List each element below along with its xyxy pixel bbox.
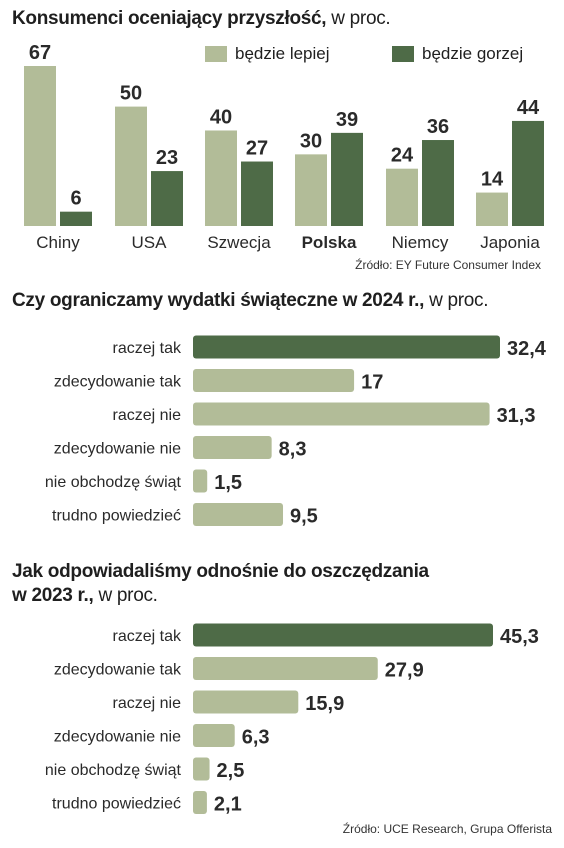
chart3-bar-raczej-nie [193,690,299,714]
bar-better-japonia [476,192,508,226]
chart3-category-zdecydowanie-nie: zdecydowanie nie [54,729,181,746]
chart3-title: Jak odpowiadaliśmy odnośnie do oszczędza… [12,560,429,608]
bar-worse-japonia [512,120,544,226]
category-label-japonia: Japonia [480,233,540,252]
legend-label-better: będzie lepiej [235,44,330,63]
category-label-polska: Polska [302,233,357,252]
chart3-value-zdecydowanie-tak: 27,9 [385,660,424,682]
chart2-bar-raczej-nie [193,402,490,426]
chart2-category-zdecydowanie-nie: zdecydowanie nie [54,441,181,458]
chart2-svg: raczej tak 32,4 zdecydowanie tak 17 raczej n… [45,335,547,528]
bar-better-niemcy [386,168,418,226]
bar-better-chiny [24,66,56,226]
chart3-bar-nie-obchodzę-świąt [193,757,210,781]
bar-better-usa [115,106,147,226]
chart2-bar-zdecydowanie-tak [193,369,355,392]
chart1-svg: 67 6 Chiny 50 23 USA 40 27 Szwecja 30 39 Polska 24 36… [24,42,544,252]
chart3-value-raczej-tak: 45,3 [500,626,539,648]
value-label-worse-japonia: 44 [517,97,540,119]
chart2-title: Czy ograniczamy wydatki świąteczne w 202… [12,290,489,312]
value-label-worse-niemcy: 36 [427,116,449,138]
chart3-title-unit: w proc. [98,585,158,606]
value-label-better-szwecja: 40 [210,106,232,128]
chart2-category-raczej-tak: raczej tak [113,340,182,357]
chart3-title-line2: w 2023 r., [12,585,94,606]
chart3-bar-trudno-powiedzieć [193,791,207,814]
bar-better-szwecja [205,130,237,226]
chart3-value-nie-obchodzę-świąt: 2,5 [217,760,245,782]
chart2-category-raczej-nie: raczej nie [113,407,182,424]
category-label-niemcy: Niemcy [392,233,449,252]
chart3-category-zdecydowanie-tak: zdecydowanie tak [54,662,182,679]
value-label-worse-szwecja: 27 [246,138,268,160]
legend-swatch-better [205,46,227,62]
value-label-better-polska: 30 [300,130,322,152]
value-label-better-japonia: 14 [481,169,504,191]
chart2-title-text: Czy ograniczamy wydatki świąteczne w 202… [12,290,425,311]
legend-swatch-worse [392,46,414,62]
chart2-bar-zdecydowanie-nie [193,436,272,459]
chart3-category-raczej-nie: raczej nie [113,695,182,712]
bar-worse-szwecja [241,161,273,226]
chart3-source: Źródło: UCE Research, Grupa Offerista [342,822,552,836]
chart3-value-trudno-powiedzieć: 2,1 [214,794,242,816]
value-label-worse-usa: 23 [156,147,178,169]
chart3-bar-zdecydowanie-tak [193,657,378,680]
chart2-value-raczej-nie: 31,3 [497,405,536,427]
category-label-chiny: Chiny [36,233,80,252]
chart1-source: Źródło: EY Future Consumer Index [355,258,541,272]
chart2-category-trudno-powiedzieć: trudno powiedzieć [52,508,181,525]
chart2-category-zdecydowanie-tak: zdecydowanie tak [54,374,182,391]
value-label-worse-chiny: 6 [70,188,81,210]
chart3-svg: raczej tak 45,3 zdecydowanie tak 27,9 raczej… [45,623,539,816]
value-label-better-usa: 50 [120,83,142,105]
legend-item-better: będzie lepiej [205,44,330,64]
chart1-title-text: Konsumenci oceniający przyszłość, [12,8,327,29]
value-label-better-chiny: 67 [29,42,51,64]
chart1-title: Konsumenci oceniający przyszłość, w proc… [12,8,391,30]
chart2-bar-nie-obchodzę-świąt [193,469,208,493]
chart2-value-zdecydowanie-tak: 17 [361,372,383,394]
category-label-szwecja: Szwecja [207,233,271,252]
bar-worse-polska [331,132,363,226]
bar-worse-niemcy [422,140,454,226]
chart2-category-nie-obchodzę-świąt: nie obchodzę świąt [45,474,182,491]
bar-worse-usa [151,171,183,226]
chart3-category-nie-obchodzę-świąt: nie obchodzę świąt [45,762,182,779]
chart3-value-zdecydowanie-nie: 6,3 [242,727,270,749]
bar-better-polska [295,154,327,226]
value-label-worse-polska: 39 [336,109,358,131]
chart3-bar-raczej-tak [193,623,493,647]
chart2-bar-trudno-powiedzieć [193,503,284,526]
category-label-usa: USA [132,233,168,252]
chart2-title-unit: w proc. [429,290,489,311]
chart2-value-nie-obchodzę-świąt: 1,5 [214,472,242,494]
chart2-value-trudno-powiedzieć: 9,5 [290,506,318,528]
chart3-title-line1: Jak odpowiadaliśmy odnośnie do oszczędza… [12,561,429,582]
chart3-bar-zdecydowanie-nie [193,724,235,747]
legend-item-worse: będzie gorzej [392,44,523,64]
chart2-value-raczej-tak: 32,4 [507,338,547,360]
chart3-category-trudno-powiedzieć: trudno powiedzieć [52,796,181,813]
chart1-title-unit: w proc. [331,8,391,29]
chart2-bar-raczej-tak [193,335,500,359]
chart2-value-zdecydowanie-nie: 8,3 [279,439,307,461]
legend-label-worse: będzie gorzej [422,44,524,63]
chart3-value-raczej-nie: 15,9 [305,693,344,715]
bar-worse-chiny [60,211,92,226]
chart3-category-raczej-tak: raczej tak [113,628,182,645]
value-label-better-niemcy: 24 [391,145,414,167]
